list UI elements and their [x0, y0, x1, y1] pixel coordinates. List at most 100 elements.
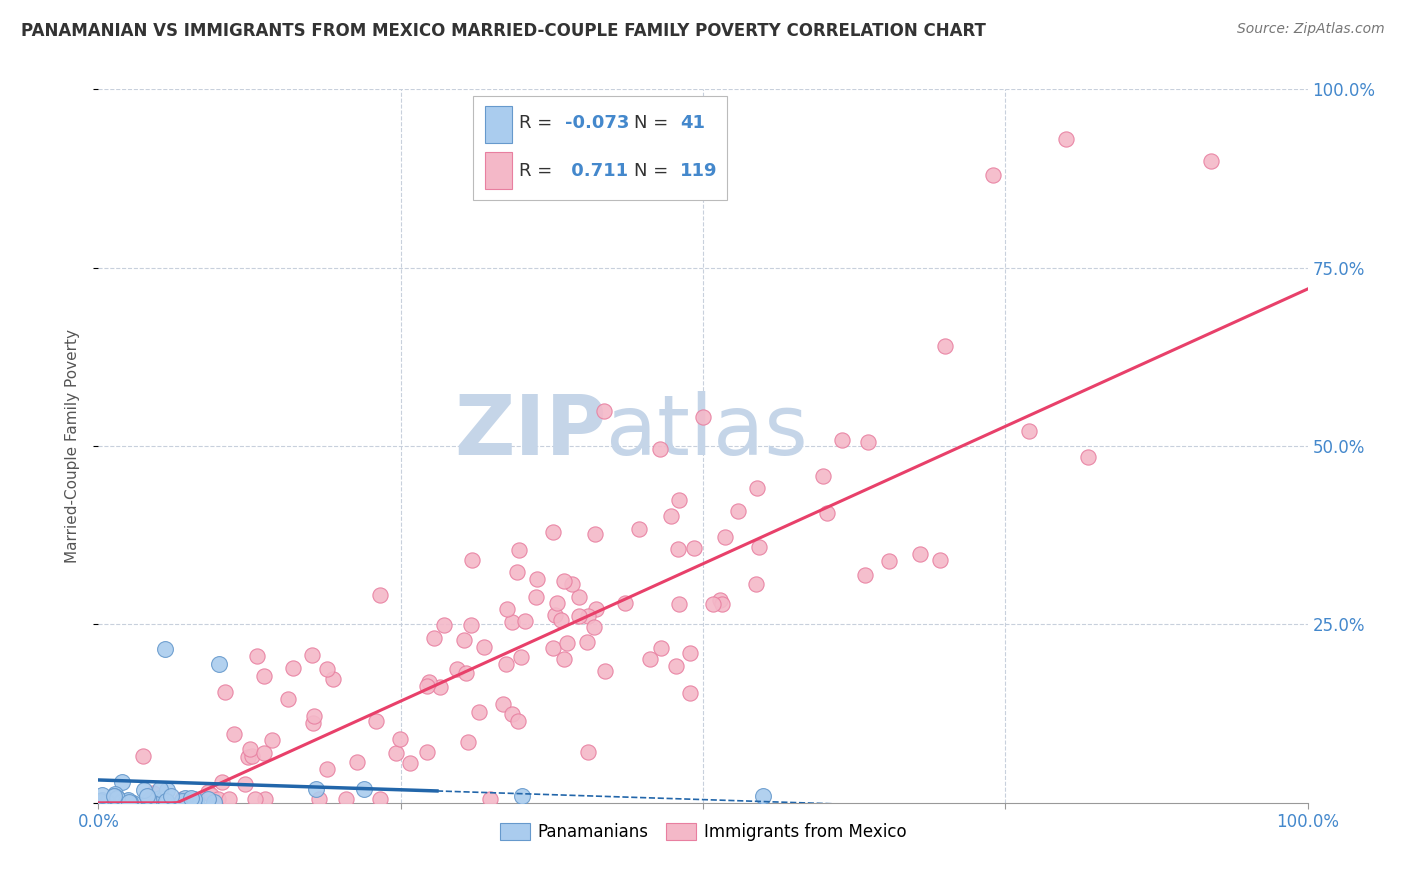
Point [495, 657, 517, 671]
Point [928, 553, 950, 567]
Point [457, 734, 479, 748]
Point [702, 597, 724, 611]
Point [91, 793, 114, 807]
Point [1054, 132, 1077, 146]
Point [316, 662, 339, 676]
Point [815, 506, 838, 520]
Legend: Panamanians, Immigrants from Mexico: Panamanians, Immigrants from Mexico [494, 816, 912, 848]
Point [460, 618, 482, 632]
Point [202, 796, 225, 810]
Point [239, 742, 262, 756]
Point [467, 705, 489, 719]
Point [510, 789, 533, 803]
Point [110, 796, 132, 810]
Point [501, 707, 523, 722]
Point [568, 609, 591, 624]
Point [553, 574, 575, 588]
Point [526, 572, 548, 586]
Point [831, 433, 853, 447]
Point [648, 442, 671, 456]
Point [142, 786, 165, 800]
Point [103, 789, 125, 803]
Text: 119: 119 [681, 162, 717, 180]
Point [679, 646, 702, 660]
Point [748, 541, 770, 555]
Point [491, 697, 513, 711]
Point [568, 590, 591, 604]
Point [510, 650, 533, 665]
Point [208, 657, 231, 671]
Text: Source: ZipAtlas.com: Source: ZipAtlas.com [1237, 22, 1385, 37]
Point [238, 749, 260, 764]
Point [416, 745, 439, 759]
Point [727, 504, 749, 518]
Point [668, 597, 690, 611]
Text: 0.711: 0.711 [565, 162, 628, 180]
Point [576, 745, 599, 759]
Point [254, 792, 277, 806]
Point [665, 658, 688, 673]
Point [666, 542, 689, 557]
Point [346, 755, 368, 769]
Point [90, 789, 112, 803]
Point [446, 662, 468, 676]
Text: PANAMANIAN VS IMMIGRANTS FROM MEXICO MARRIED-COUPLE FAMILY POVERTY CORRELATION C: PANAMANIAN VS IMMIGRANTS FROM MEXICO MAR… [21, 22, 986, 40]
Point [222, 727, 245, 741]
Point [197, 792, 219, 806]
Point [155, 795, 177, 809]
Point [105, 791, 128, 805]
Text: R =: R = [519, 114, 558, 132]
Point [384, 746, 406, 760]
Point [153, 791, 176, 805]
FancyBboxPatch shape [485, 152, 512, 189]
Point [117, 793, 139, 807]
Point [1199, 153, 1222, 168]
Point [553, 652, 575, 666]
Point [160, 789, 183, 803]
Point [1077, 450, 1099, 465]
Point [103, 789, 125, 804]
Point [501, 615, 523, 629]
Point [524, 590, 547, 604]
Point [149, 791, 172, 805]
Point [710, 597, 733, 611]
Point [508, 714, 530, 728]
Point [240, 749, 263, 764]
Point [301, 715, 323, 730]
Point [474, 640, 496, 654]
Point [89, 796, 111, 810]
Point [96, 795, 118, 809]
Y-axis label: Married-Couple Family Poverty: Married-Couple Family Poverty [65, 329, 80, 563]
Point [747, 481, 769, 495]
Point [505, 565, 527, 579]
Point [183, 791, 205, 805]
Point [281, 661, 304, 675]
Point [155, 794, 177, 808]
Point [153, 642, 176, 657]
Point [433, 617, 456, 632]
Point [121, 796, 143, 810]
Point [592, 404, 614, 418]
Point [508, 543, 530, 558]
Point [89, 795, 111, 809]
Text: 41: 41 [681, 114, 704, 132]
Point [364, 714, 387, 728]
Point [398, 756, 420, 770]
Point [389, 731, 412, 746]
Point [550, 613, 572, 627]
Point [305, 781, 328, 796]
Point [214, 685, 236, 699]
Point [253, 746, 276, 760]
Point [207, 792, 229, 806]
Text: N =: N = [634, 114, 673, 132]
Point [709, 593, 731, 607]
Point [245, 792, 267, 806]
Point [461, 553, 484, 567]
Point [135, 789, 157, 803]
Point [546, 596, 568, 610]
Point [638, 652, 661, 666]
Point [453, 632, 475, 647]
Point [423, 632, 446, 646]
Point [650, 641, 672, 656]
Point [211, 775, 233, 789]
